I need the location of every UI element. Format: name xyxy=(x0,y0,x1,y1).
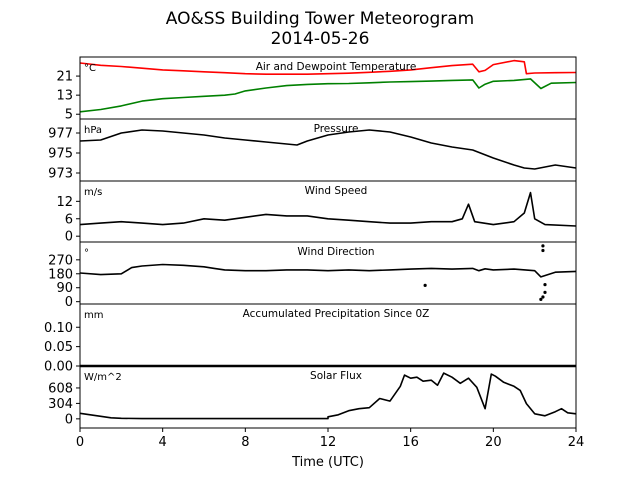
figure-subtitle: 2014-05-26 xyxy=(271,29,370,49)
wind_direction-scatter-point xyxy=(541,248,545,253)
wind_speed-ytick-label: 12 xyxy=(56,195,73,210)
x-tick-label: 16 xyxy=(402,435,419,450)
panel-wind_speed: 0 6 12 m/s Wind Speed xyxy=(56,180,577,245)
wind_direction-scatter-point xyxy=(539,297,543,301)
x-tick-label: 20 xyxy=(485,435,502,450)
solar_flux-ytick-label: 304 xyxy=(48,397,73,412)
wind_direction-ytick-label: 90 xyxy=(56,281,73,296)
pressure-ytick-label: 977 xyxy=(48,127,73,142)
temperature-ytick-label: 21 xyxy=(56,70,73,85)
solar_flux-panel-title: Solar Flux xyxy=(310,370,362,382)
wind_speed-ytick-label: 6 xyxy=(65,212,73,227)
pressure-ytick-label: 973 xyxy=(48,167,73,182)
precipitation-ytick-label: 0.05 xyxy=(44,340,73,355)
panel-pressure: 973 975 977 hPa Pressure xyxy=(48,118,577,182)
temperature-series-0 xyxy=(79,59,577,75)
x-tick-label: 24 xyxy=(568,435,585,450)
temperature-unit-label: °C xyxy=(84,63,96,74)
wind_direction-ytick-label: 270 xyxy=(48,253,73,268)
wind_direction-scatter-point xyxy=(541,244,545,248)
temperature-ytick-label: 13 xyxy=(56,89,73,104)
wind_direction-scatter-point xyxy=(541,295,545,299)
panel-temperature: 5 13 21 °C Air and Dewpoint Temperature xyxy=(56,56,577,123)
pressure-unit-label: hPa xyxy=(84,125,102,136)
wind_direction-scatter-point xyxy=(543,290,547,294)
wind_direction-unit-label: ° xyxy=(84,248,89,259)
wind_direction-ytick-label: 180 xyxy=(48,267,73,282)
x-tick-label: 8 xyxy=(241,435,249,450)
pressure-series-0 xyxy=(79,129,577,170)
wind_direction-scatter-point xyxy=(423,283,427,287)
precipitation-panel-title: Accumulated Precipitation Since 0Z xyxy=(243,308,430,320)
x-axis: 0 4 8 12 16 20 24 xyxy=(76,435,584,450)
solar_flux-ytick-label: 0 xyxy=(65,412,73,427)
pressure-panel-title: Pressure xyxy=(314,123,359,135)
temperature-series-1 xyxy=(79,78,577,113)
panel-precipitation: 0.00 0.05 0.10 mm Accumulated Precipitation … xyxy=(44,303,577,375)
temperature-panel-title: Air and Dewpoint Temperature xyxy=(256,61,417,73)
wind_speed-unit-label: m/s xyxy=(84,187,102,198)
precipitation-unit-label: mm xyxy=(84,310,103,321)
solar_flux-series-0 xyxy=(79,372,577,420)
x-axis-label: Time (UTC) xyxy=(291,455,364,470)
wind_direction-scatter-point xyxy=(543,283,547,287)
wind_direction-panel-title: Wind Direction xyxy=(297,246,374,258)
wind_speed-series-0 xyxy=(79,191,577,227)
solar_flux-unit-label: W/m^2 xyxy=(84,372,122,383)
wind_speed-panel-title: Wind Speed xyxy=(305,185,368,197)
wind_direction-series-0 xyxy=(79,263,577,278)
pressure-ytick-label: 975 xyxy=(48,147,73,162)
precipitation-ytick-label: 0.00 xyxy=(44,360,73,375)
precipitation-ytick-label: 0.10 xyxy=(44,321,73,336)
x-tick-label: 12 xyxy=(320,435,337,450)
x-tick-label: 4 xyxy=(159,435,167,450)
temperature-ytick-label: 5 xyxy=(65,108,73,123)
figure-title: AO&SS Building Tower Meteorogram xyxy=(166,9,474,29)
x-tick-label: 0 xyxy=(76,435,84,450)
solar_flux-ytick-label: 608 xyxy=(48,381,73,396)
wind_speed-ytick-label: 0 xyxy=(65,230,73,245)
wind_direction-ytick-label: 0 xyxy=(65,295,73,310)
